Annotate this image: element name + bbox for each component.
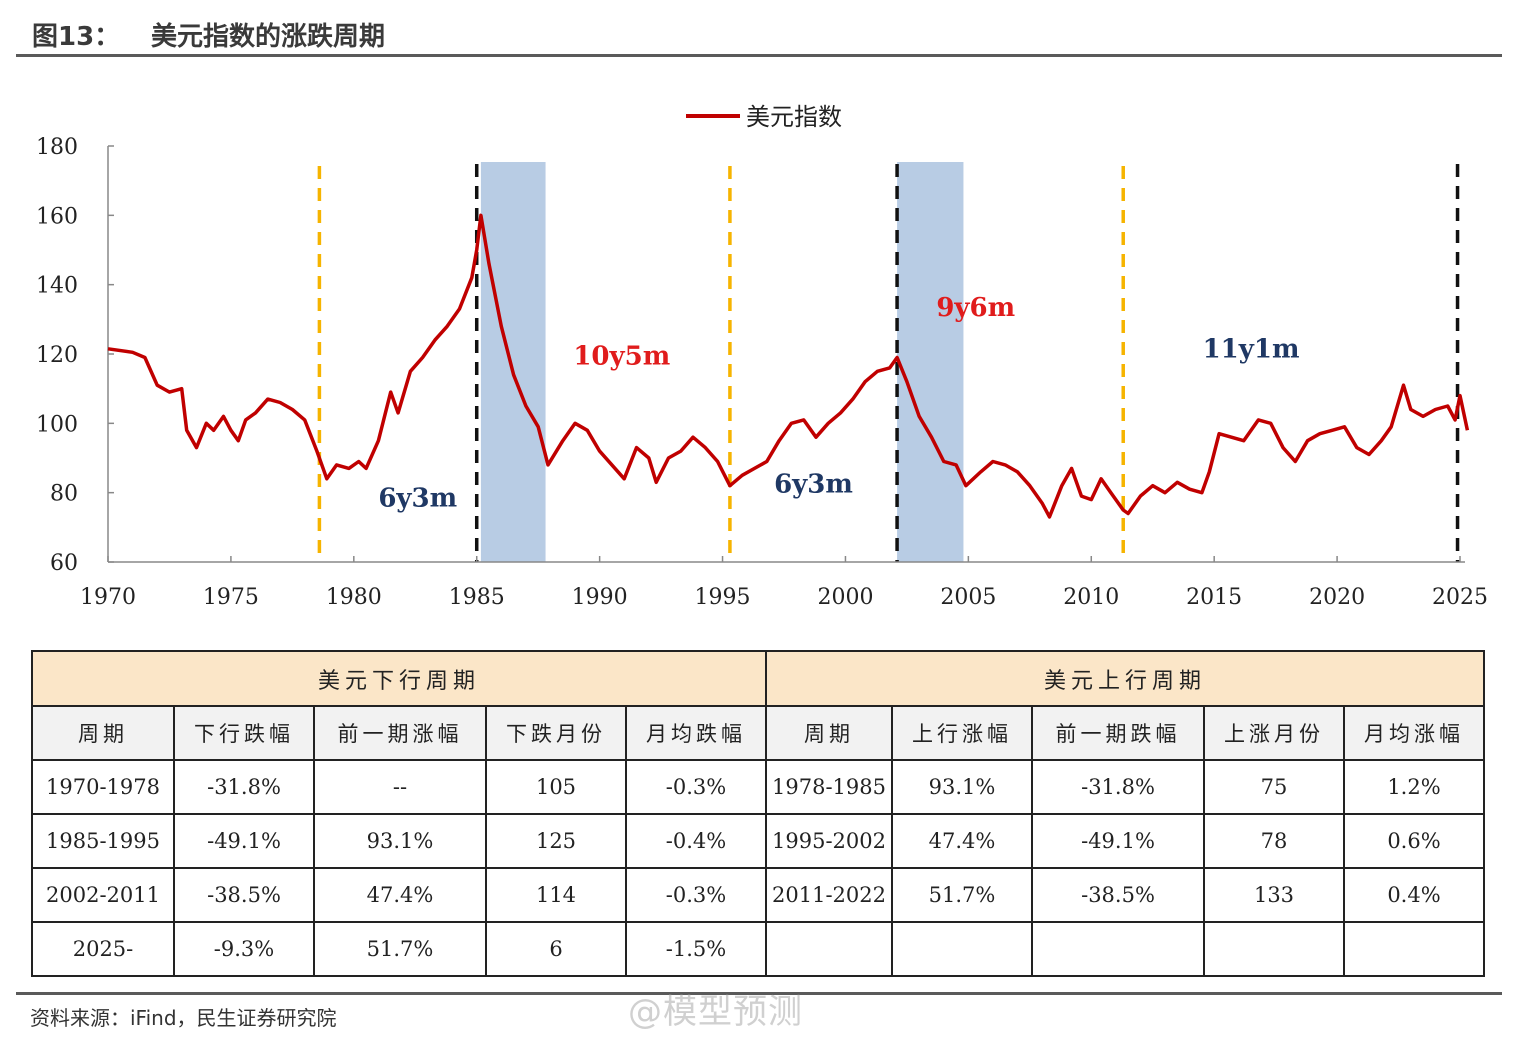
decline-band xyxy=(897,162,964,562)
table-cell xyxy=(891,921,1033,977)
table-cell: 1995-2002 xyxy=(765,813,893,869)
column-header: 上涨月份 xyxy=(1203,705,1345,761)
x-tick-label: 2000 xyxy=(817,585,873,610)
cycle-duration-label: 11y1m xyxy=(1203,334,1300,364)
group-header-down: 美元下行周期 xyxy=(31,650,767,707)
table-cell: 51.7% xyxy=(891,867,1033,923)
table-cell: 1970-1978 xyxy=(31,759,175,815)
cycle-duration-label: 6y3m xyxy=(774,470,853,500)
table-row: 2025- -9.3% 51.7% 6 -1.5% xyxy=(31,921,1485,977)
column-header: 月均跌幅 xyxy=(625,705,767,761)
dollar-index-line xyxy=(107,213,1470,519)
table-cell: -31.8% xyxy=(173,759,315,815)
x-tick-label: 1990 xyxy=(572,585,628,610)
table-cell: 78 xyxy=(1203,813,1345,869)
x-tick-label: 2005 xyxy=(940,585,996,610)
table-row: 1985-1995 -49.1% 93.1% 125 -0.4% 1995-2002 47.… xyxy=(31,813,1485,869)
cycle-duration-label: 10y5m xyxy=(573,341,670,371)
table-cell: 105 xyxy=(485,759,627,815)
column-header: 下跌月份 xyxy=(485,705,627,761)
y-tick-label: 60 xyxy=(50,551,78,576)
table-cell xyxy=(1343,921,1485,977)
x-tick-label: 2020 xyxy=(1309,585,1365,610)
table-cell: 114 xyxy=(485,867,627,923)
table-cell: 2011-2022 xyxy=(765,867,893,923)
table-cell: -49.1% xyxy=(173,813,315,869)
y-tick-label: 120 xyxy=(36,343,78,368)
table-cell xyxy=(1031,921,1205,977)
cycle-duration-label: 6y3m xyxy=(378,484,457,514)
table-cell: -- xyxy=(313,759,487,815)
x-tick-label: 1995 xyxy=(695,585,751,610)
table-row: 2002-2011 -38.5% 47.4% 114 -0.3% 2011-2022 51.… xyxy=(31,867,1485,923)
table-cell: -38.5% xyxy=(1031,867,1205,923)
column-header: 上行涨幅 xyxy=(891,705,1033,761)
x-tick-label: 1975 xyxy=(203,585,259,610)
x-tick-label: 1985 xyxy=(449,585,505,610)
table-cell: -49.1% xyxy=(1031,813,1205,869)
table-cell: -0.3% xyxy=(625,867,767,923)
table-cell: -9.3% xyxy=(173,921,315,977)
table-cell xyxy=(1203,921,1345,977)
column-header: 周期 xyxy=(31,705,175,761)
group-header-up: 美元上行周期 xyxy=(765,650,1485,707)
table-cell: -38.5% xyxy=(173,867,315,923)
watermark: @模型预测 xyxy=(628,992,803,1032)
table-row: 1970-1978 -31.8% -- 105 -0.3% 1978-1985 93.1% -… xyxy=(31,759,1485,815)
table-cell: 47.4% xyxy=(891,813,1033,869)
table-cell: 75 xyxy=(1203,759,1345,815)
cycle-table: 美元下行周期 美元上行周期 周期 下行跌幅 前一期涨幅 下跌月份 月均跌幅 周期 上行涨幅前… xyxy=(31,650,1485,977)
table-cell: 51.7% xyxy=(313,921,487,977)
y-tick-label: 180 xyxy=(36,135,78,160)
table-cell: 1985-1995 xyxy=(31,813,175,869)
table-cell: 125 xyxy=(485,813,627,869)
table-cell: 93.1% xyxy=(313,813,487,869)
table-cell: 47.4% xyxy=(313,867,487,923)
y-tick-label: 100 xyxy=(36,412,78,437)
cycle-duration-label: 9y6m xyxy=(936,293,1015,323)
column-header: 月均涨幅 xyxy=(1343,705,1485,761)
table-cell: 2025- xyxy=(31,921,175,977)
column-header: 前一期跌幅 xyxy=(1031,705,1205,761)
legend-label: 美元指数 xyxy=(746,103,842,131)
table-cell: 0.4% xyxy=(1343,867,1485,923)
y-tick-label: 160 xyxy=(36,204,78,229)
figure-title: 美元指数的涨跌周期 xyxy=(151,22,386,52)
source-note: 资料来源：iFind，民生证券研究院 xyxy=(30,1006,337,1030)
figure-number: 图13： xyxy=(32,22,121,52)
table-cell: -0.3% xyxy=(625,759,767,815)
x-tick-label: 1980 xyxy=(326,585,382,610)
column-header: 前一期涨幅 xyxy=(313,705,487,761)
table-cell: 0.6% xyxy=(1343,813,1485,869)
y-tick-label: 80 xyxy=(50,482,78,507)
x-tick-label: 2025 xyxy=(1432,585,1488,610)
chart-legend: 美元指数 xyxy=(686,103,842,131)
x-tick-label: 2015 xyxy=(1186,585,1242,610)
table-cell: 1.2% xyxy=(1343,759,1485,815)
column-header: 下行跌幅 xyxy=(173,705,315,761)
table-cell: 6 xyxy=(485,921,627,977)
table-cell xyxy=(765,921,893,977)
dollar-index-chart: 美元指数 60 80 100 120 140 160 180 1970 1975 1980 1985… xyxy=(36,103,1488,610)
decline-band xyxy=(480,162,546,562)
x-tick-label: 2010 xyxy=(1063,585,1119,610)
column-header: 周期 xyxy=(765,705,893,761)
figure-header: 图13： 美元指数的涨跌周期 xyxy=(16,14,1502,57)
x-tick-label: 1970 xyxy=(80,585,136,610)
table-cell: 2002-2011 xyxy=(31,867,175,923)
y-tick-label: 140 xyxy=(36,274,78,299)
footer-rule xyxy=(16,992,1502,995)
table-cell: -0.4% xyxy=(625,813,767,869)
table-cell: -1.5% xyxy=(625,921,767,977)
table-cell: 1978-1985 xyxy=(765,759,893,815)
table-cell: 133 xyxy=(1203,867,1345,923)
table-cell: 93.1% xyxy=(891,759,1033,815)
table-cell: -31.8% xyxy=(1031,759,1205,815)
